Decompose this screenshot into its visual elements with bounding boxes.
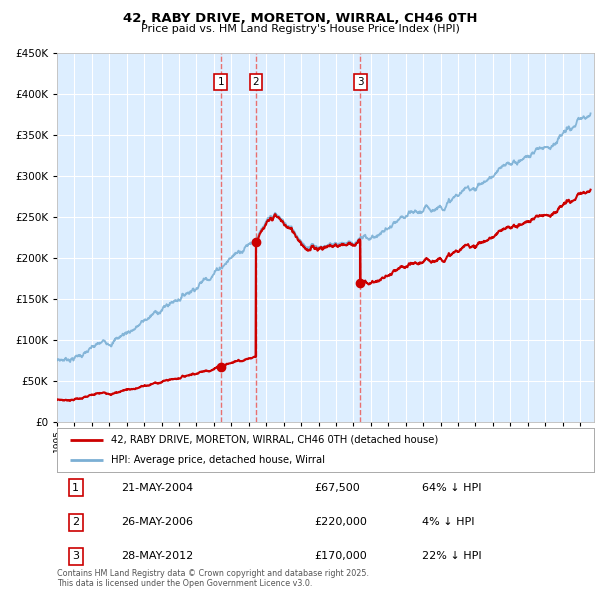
Text: 28-MAY-2012: 28-MAY-2012 xyxy=(121,552,194,561)
Text: 3: 3 xyxy=(357,77,364,87)
Text: 21-MAY-2004: 21-MAY-2004 xyxy=(121,483,194,493)
Text: 1: 1 xyxy=(72,483,79,493)
Text: Contains HM Land Registry data © Crown copyright and database right 2025.
This d: Contains HM Land Registry data © Crown c… xyxy=(57,569,369,588)
Text: HPI: Average price, detached house, Wirral: HPI: Average price, detached house, Wirr… xyxy=(111,455,325,465)
Text: 2: 2 xyxy=(72,517,79,527)
Text: 1: 1 xyxy=(217,77,224,87)
Text: 64% ↓ HPI: 64% ↓ HPI xyxy=(422,483,482,493)
Text: 26-MAY-2006: 26-MAY-2006 xyxy=(121,517,193,527)
Text: 42, RABY DRIVE, MORETON, WIRRAL, CH46 0TH: 42, RABY DRIVE, MORETON, WIRRAL, CH46 0T… xyxy=(123,12,477,25)
Text: 4% ↓ HPI: 4% ↓ HPI xyxy=(422,517,475,527)
Text: 2: 2 xyxy=(253,77,259,87)
Text: £220,000: £220,000 xyxy=(315,517,368,527)
Text: Price paid vs. HM Land Registry's House Price Index (HPI): Price paid vs. HM Land Registry's House … xyxy=(140,24,460,34)
Text: 22% ↓ HPI: 22% ↓ HPI xyxy=(422,552,482,561)
Text: £170,000: £170,000 xyxy=(315,552,368,561)
Text: 42, RABY DRIVE, MORETON, WIRRAL, CH46 0TH (detached house): 42, RABY DRIVE, MORETON, WIRRAL, CH46 0T… xyxy=(111,435,438,445)
Text: £67,500: £67,500 xyxy=(315,483,361,493)
Text: 3: 3 xyxy=(72,552,79,561)
